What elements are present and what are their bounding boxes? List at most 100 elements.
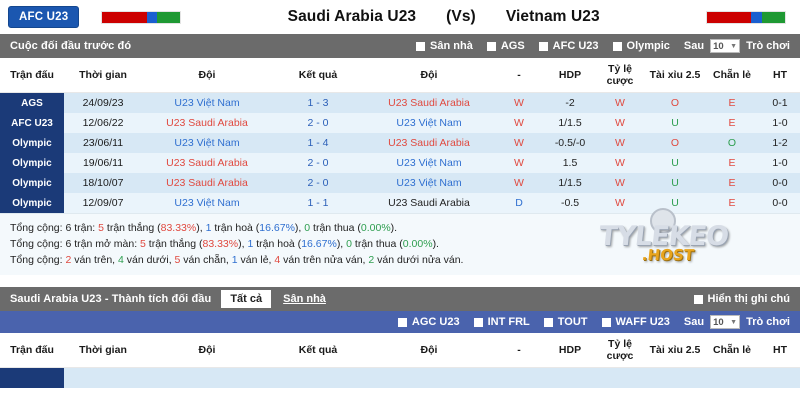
summary-text: Tổng cộng: 6 trận:	[10, 222, 99, 235]
checkbox-icon[interactable]	[538, 41, 548, 51]
col-ou25: Tài xỉu 2.5	[644, 58, 706, 94]
cell-hdp: -0.5/-0	[544, 133, 596, 154]
cell-home: U23 Việt Nam	[142, 193, 272, 214]
cell-match: Olympic	[0, 173, 64, 194]
cell-odds: W	[596, 113, 644, 134]
table-row[interactable]: Olympic 23/06/11 U23 Việt Nam 1 - 4 U23 Saud…	[0, 133, 800, 154]
cell-result: 1 - 4	[272, 133, 364, 154]
summary-text: trận thắng (	[145, 238, 203, 251]
odd-count: 1	[231, 254, 238, 267]
cell-away: U23 Saudi Arabia	[364, 92, 494, 114]
team-form-filter-bar: AGC U23 INT FRL TOUT WAFF U23 Sau 10 ▼ T…	[0, 311, 800, 334]
chevron-down-icon: ▼	[730, 318, 738, 326]
cell-ht	[758, 367, 800, 389]
losses-count: 0	[304, 222, 311, 235]
checkbox-icon[interactable]	[397, 317, 407, 327]
filter-label: WAFF U23	[615, 316, 670, 329]
filter-label: AGS	[500, 40, 525, 52]
cell-dash: D	[494, 193, 544, 214]
summary-text: Tổng cộng:	[10, 254, 66, 267]
table-row[interactable]: AFC U23 12/06/22 U23 Saudi Arabia 2 - 0 U23 …	[0, 113, 800, 134]
col-hdp: HDP	[544, 58, 596, 94]
filter-label: Sân nhà	[430, 40, 473, 52]
over-half-count: 4	[274, 254, 281, 267]
filter-checkbox-agc-u23[interactable]: AGC U23	[397, 316, 460, 329]
filter-checkbox-waff-u23[interactable]: WAFF U23	[601, 316, 670, 329]
filter-label: Olympic	[626, 40, 670, 52]
checkbox-icon[interactable]	[601, 317, 611, 327]
cell-time: 23/06/11	[64, 133, 142, 154]
filter-checkbox-home[interactable]: Sân nhà	[416, 40, 473, 52]
cell-match: Olympic	[0, 133, 64, 154]
cell-away: U23 Saudi Arabia	[364, 193, 494, 214]
filter-label: AGC U23	[411, 316, 460, 329]
cell-dash	[494, 367, 544, 389]
table-row[interactable]: Olympic 18/10/07 U23 Saudi Arabia 2 - 0 U23 …	[0, 173, 800, 194]
table-row[interactable]	[0, 367, 800, 389]
filter-checkbox-int-frl[interactable]: INT FRL	[473, 316, 530, 328]
league-badge[interactable]: AFC U23	[8, 6, 80, 28]
col-time: Thời gian	[64, 58, 142, 94]
filter-label: AFC U23	[552, 40, 599, 52]
team-form-table-head: Trận đấu Thời gian Đội Kết quả Đội - HDP…	[0, 333, 800, 369]
cell-time: 18/10/07	[64, 173, 142, 194]
h2h-filter-bar: Cuộc đối đầu trước đó Sân nhà AGS AFC U2…	[0, 34, 800, 58]
cell-time: 12/06/22	[64, 113, 142, 134]
games-count-select[interactable]: 10 ▼	[710, 39, 741, 53]
vs-label: (Vs)	[446, 8, 476, 25]
cell-away: U23 Saudi Arabia	[364, 133, 494, 154]
checkbox-icon[interactable]	[543, 317, 553, 327]
checkbox-icon[interactable]	[416, 41, 426, 51]
cell-away	[364, 367, 494, 389]
cell-hdp: -2	[544, 92, 596, 114]
col-dash: -	[494, 333, 544, 369]
cell-dash: W	[494, 113, 544, 134]
cell-oddeven: E	[706, 92, 758, 114]
table-row[interactable]: Olympic 12/09/07 U23 Việt Nam 1 - 1 U23 Saud…	[0, 193, 800, 214]
match-title: Saudi Arabia U23 (Vs) Vietnam U23	[181, 8, 706, 26]
cell-hdp: 1/1.5	[544, 173, 596, 194]
col-odds: Tỷ lệ cược	[596, 58, 644, 94]
col-hdp: HDP	[544, 333, 596, 369]
checkbox-icon[interactable]	[693, 294, 703, 304]
cell-ou25: O	[644, 92, 706, 114]
cell-ht: 1-2	[758, 133, 800, 154]
summary-text: Tổng cộng: 6 trận mở màn:	[10, 238, 141, 251]
filter-label: TOUT	[557, 316, 588, 329]
section-gap	[0, 275, 800, 288]
col-result: Kết quả	[272, 333, 364, 369]
filter-checkbox-olympic[interactable]: Olympic	[612, 40, 670, 52]
summary-text: ván dưới nửa ván.	[374, 254, 464, 267]
table-header-row: Trận đấu Thời gian Đội Kết quả Đội - HDP…	[0, 58, 800, 94]
cell-odds: W	[596, 133, 644, 154]
cell-match: Olympic	[0, 193, 64, 214]
filter-checkbox-afc-u23[interactable]: AFC U23	[538, 40, 599, 52]
after-label: Sau	[683, 316, 705, 329]
checkbox-icon[interactable]	[612, 41, 622, 51]
cell-home: U23 Saudi Arabia	[142, 173, 272, 194]
cell-odds: W	[596, 153, 644, 174]
tab-all[interactable]: Tất cả	[221, 290, 272, 309]
col-time: Thời gian	[64, 333, 142, 369]
col-away: Đội	[364, 58, 494, 94]
show-notes-checkbox[interactable]: Hiển thị ghi chú	[693, 293, 790, 305]
wins-pct: 83.33%	[202, 238, 239, 251]
tab-home[interactable]: Sân nhà	[283, 293, 326, 306]
summary-text: ván trên,	[71, 254, 118, 267]
cell-oddeven: E	[706, 173, 758, 194]
games-count-value: 10	[713, 40, 724, 52]
cell-ht: 0-0	[758, 173, 800, 194]
wins-pct: 83.33%	[160, 222, 197, 235]
table-row[interactable]: Olympic 19/06/11 U23 Saudi Arabia 2 - 0 U23 …	[0, 153, 800, 174]
count-selector: Sau 10 ▼ Trò chơi	[684, 39, 790, 53]
filter-checkbox-tout[interactable]: TOUT	[543, 316, 588, 329]
checkbox-icon[interactable]	[486, 41, 496, 51]
wins-count: 5	[140, 238, 146, 251]
checkbox-icon[interactable]	[473, 317, 483, 327]
over-count: 2	[65, 254, 72, 267]
cell-oddeven: E	[706, 113, 758, 134]
filter-checkbox-ags[interactable]: AGS	[486, 40, 525, 52]
team-form-table-body	[0, 367, 800, 389]
games-count-select[interactable]: 10 ▼	[710, 315, 741, 330]
table-row[interactable]: AGS 24/09/23 U23 Việt Nam 1 - 3 U23 Saudi Ar…	[0, 92, 800, 114]
